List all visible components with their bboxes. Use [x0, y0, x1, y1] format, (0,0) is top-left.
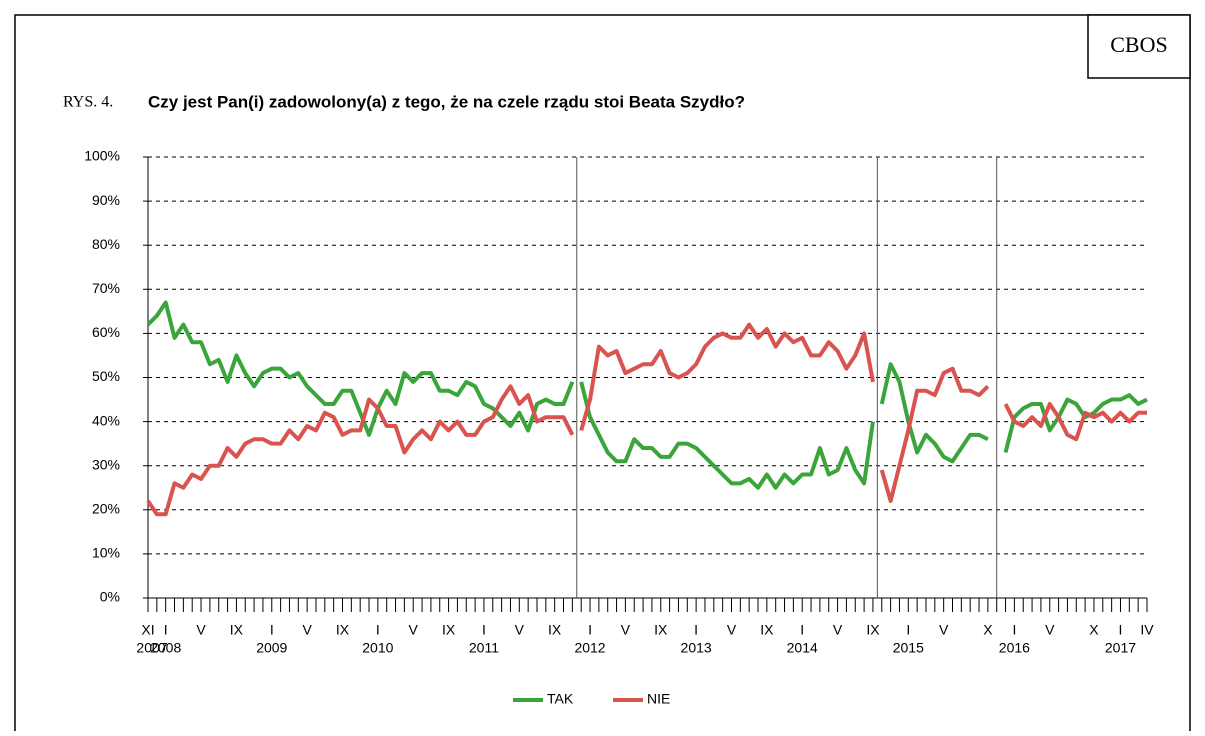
line-series — [1003, 393, 1148, 453]
x-tick-label: IX — [760, 622, 774, 638]
line-series — [1003, 401, 1147, 442]
y-tick-label: 70% — [92, 280, 120, 296]
legend-label: NIE — [647, 691, 670, 707]
line-series — [146, 300, 575, 437]
year-label: 2012 — [574, 640, 605, 656]
y-tick-label: 0% — [100, 589, 120, 605]
x-tick-label: IX — [336, 622, 350, 638]
x-tick-label: I — [1119, 622, 1123, 638]
x-tick-label: IX — [654, 622, 668, 638]
x-tick-label: X — [1089, 622, 1099, 638]
year-label: 2013 — [681, 640, 712, 656]
x-tick-label: V — [196, 622, 206, 638]
x-tick-label: IV — [1140, 622, 1154, 638]
year-label: 2007 — [136, 640, 167, 656]
x-tick-label: V — [833, 622, 843, 638]
x-tick-label: IX — [866, 622, 880, 638]
x-tick-label: V — [1045, 622, 1055, 638]
x-tick-label: I — [376, 622, 380, 638]
frame — [14, 14, 1191, 731]
x-tick-label: I — [1012, 622, 1016, 638]
year-label: 2009 — [256, 640, 287, 656]
line-series — [879, 366, 990, 503]
x-tick-label: X — [983, 622, 993, 638]
x-tick-label: I — [800, 622, 804, 638]
figure-label: RYS. 4. — [63, 94, 113, 111]
x-tick-label: I — [906, 622, 910, 638]
legend-label: TAK — [547, 691, 574, 707]
line-series — [146, 384, 575, 517]
year-label: 2015 — [893, 640, 924, 656]
y-tick-label: 40% — [92, 412, 120, 428]
y-tick-label: 90% — [92, 192, 120, 208]
year-label: 2011 — [469, 640, 499, 656]
y-tick-label: 80% — [92, 236, 120, 252]
x-tick-label: I — [588, 622, 592, 638]
y-tick-label: 100% — [84, 148, 120, 164]
x-tick-label: IX — [230, 622, 244, 638]
x-tick-label: V — [515, 622, 525, 638]
x-tick-label: I — [270, 622, 274, 638]
y-tick-label: 60% — [92, 324, 120, 340]
x-tick-label: V — [621, 622, 631, 638]
x-tick-label: V — [727, 622, 737, 638]
year-label: 2016 — [999, 640, 1030, 656]
x-tick-label: I — [482, 622, 486, 638]
y-tick-label: 50% — [92, 368, 120, 384]
x-tick-label: V — [409, 622, 419, 638]
brand-box — [1087, 14, 1191, 79]
x-tick-label: IX — [548, 622, 562, 638]
line-series — [879, 362, 989, 464]
year-label: 2010 — [362, 640, 393, 656]
chart-title: Czy jest Pan(i) zadowolony(a) z tego, że… — [148, 92, 745, 111]
y-tick-label: 20% — [92, 501, 120, 517]
x-tick-label: XI — [141, 622, 154, 638]
y-tick-label: 10% — [92, 545, 120, 561]
brand: CBOS — [1110, 32, 1167, 57]
line-series — [579, 322, 875, 431]
x-tick-label: I — [694, 622, 698, 638]
year-label: 2014 — [787, 640, 818, 656]
y-tick-label: 30% — [92, 456, 120, 472]
x-tick-label: V — [302, 622, 312, 638]
line-series — [579, 381, 875, 490]
year-label: 2017 — [1105, 640, 1136, 656]
x-tick-label: I — [164, 622, 168, 638]
x-tick-label: IX — [442, 622, 456, 638]
x-tick-label: V — [939, 622, 949, 638]
year-label: 2008 — [150, 640, 181, 656]
